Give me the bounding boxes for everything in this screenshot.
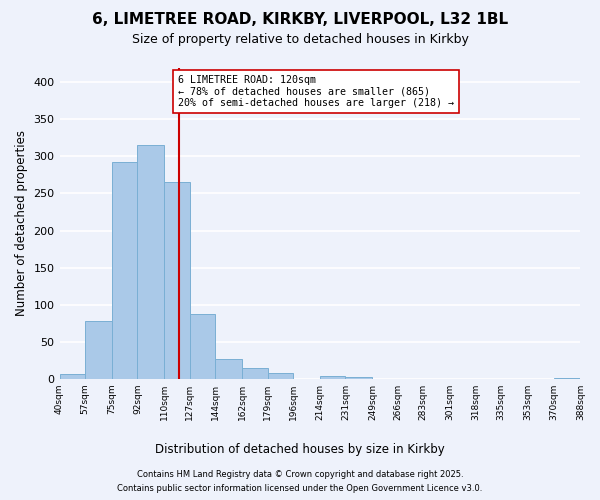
Bar bbox=[164, 182, 190, 379]
Bar bbox=[190, 314, 215, 379]
Bar bbox=[268, 373, 293, 379]
Text: Contains public sector information licensed under the Open Government Licence v3: Contains public sector information licen… bbox=[118, 484, 482, 493]
Bar bbox=[59, 374, 85, 379]
Text: Contains HM Land Registry data © Crown copyright and database right 2025.: Contains HM Land Registry data © Crown c… bbox=[137, 470, 463, 479]
Text: Size of property relative to detached houses in Kirkby: Size of property relative to detached ho… bbox=[131, 32, 469, 46]
Bar bbox=[554, 378, 580, 379]
Bar bbox=[112, 162, 137, 379]
Text: 6, LIMETREE ROAD, KIRKBY, LIVERPOOL, L32 1BL: 6, LIMETREE ROAD, KIRKBY, LIVERPOOL, L32… bbox=[92, 12, 508, 28]
Text: 6 LIMETREE ROAD: 120sqm
← 78% of detached houses are smaller (865)
20% of semi-d: 6 LIMETREE ROAD: 120sqm ← 78% of detache… bbox=[178, 75, 454, 108]
Bar bbox=[215, 359, 242, 379]
Text: Distribution of detached houses by size in Kirkby: Distribution of detached houses by size … bbox=[155, 442, 445, 456]
Y-axis label: Number of detached properties: Number of detached properties bbox=[15, 130, 28, 316]
Bar bbox=[242, 368, 268, 379]
Bar bbox=[137, 146, 164, 379]
Bar bbox=[85, 321, 112, 379]
Bar bbox=[346, 376, 373, 379]
Bar bbox=[320, 376, 346, 379]
